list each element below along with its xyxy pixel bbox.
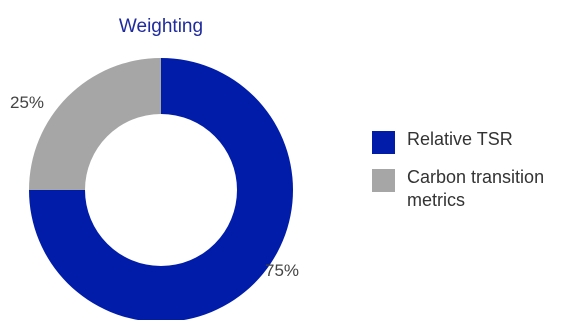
donut-chart: Weighting 25% 75%: [10, 16, 299, 320]
data-label-relative-tsr: 75%: [265, 261, 299, 280]
chart-title: Weighting: [119, 16, 203, 37]
chart-legend: Relative TSR Carbon transition metrics: [372, 128, 572, 224]
slice-carbon-transition-metrics: [29, 58, 161, 190]
legend-swatch-relative-tsr: [372, 131, 395, 154]
legend-label-relative-tsr: Relative TSR: [407, 129, 513, 149]
legend-swatch-carbon-transition-metrics: [372, 169, 395, 192]
data-label-carbon-transition-metrics: 25%: [10, 93, 44, 112]
slice-relative-tsr: [29, 58, 293, 320]
legend-item-relative-tsr: Relative TSR: [372, 128, 572, 154]
legend-label-carbon-transition-metrics: Carbon transition metrics: [407, 167, 545, 210]
legend-item-carbon-transition-metrics: Carbon transition metrics: [372, 166, 572, 212]
